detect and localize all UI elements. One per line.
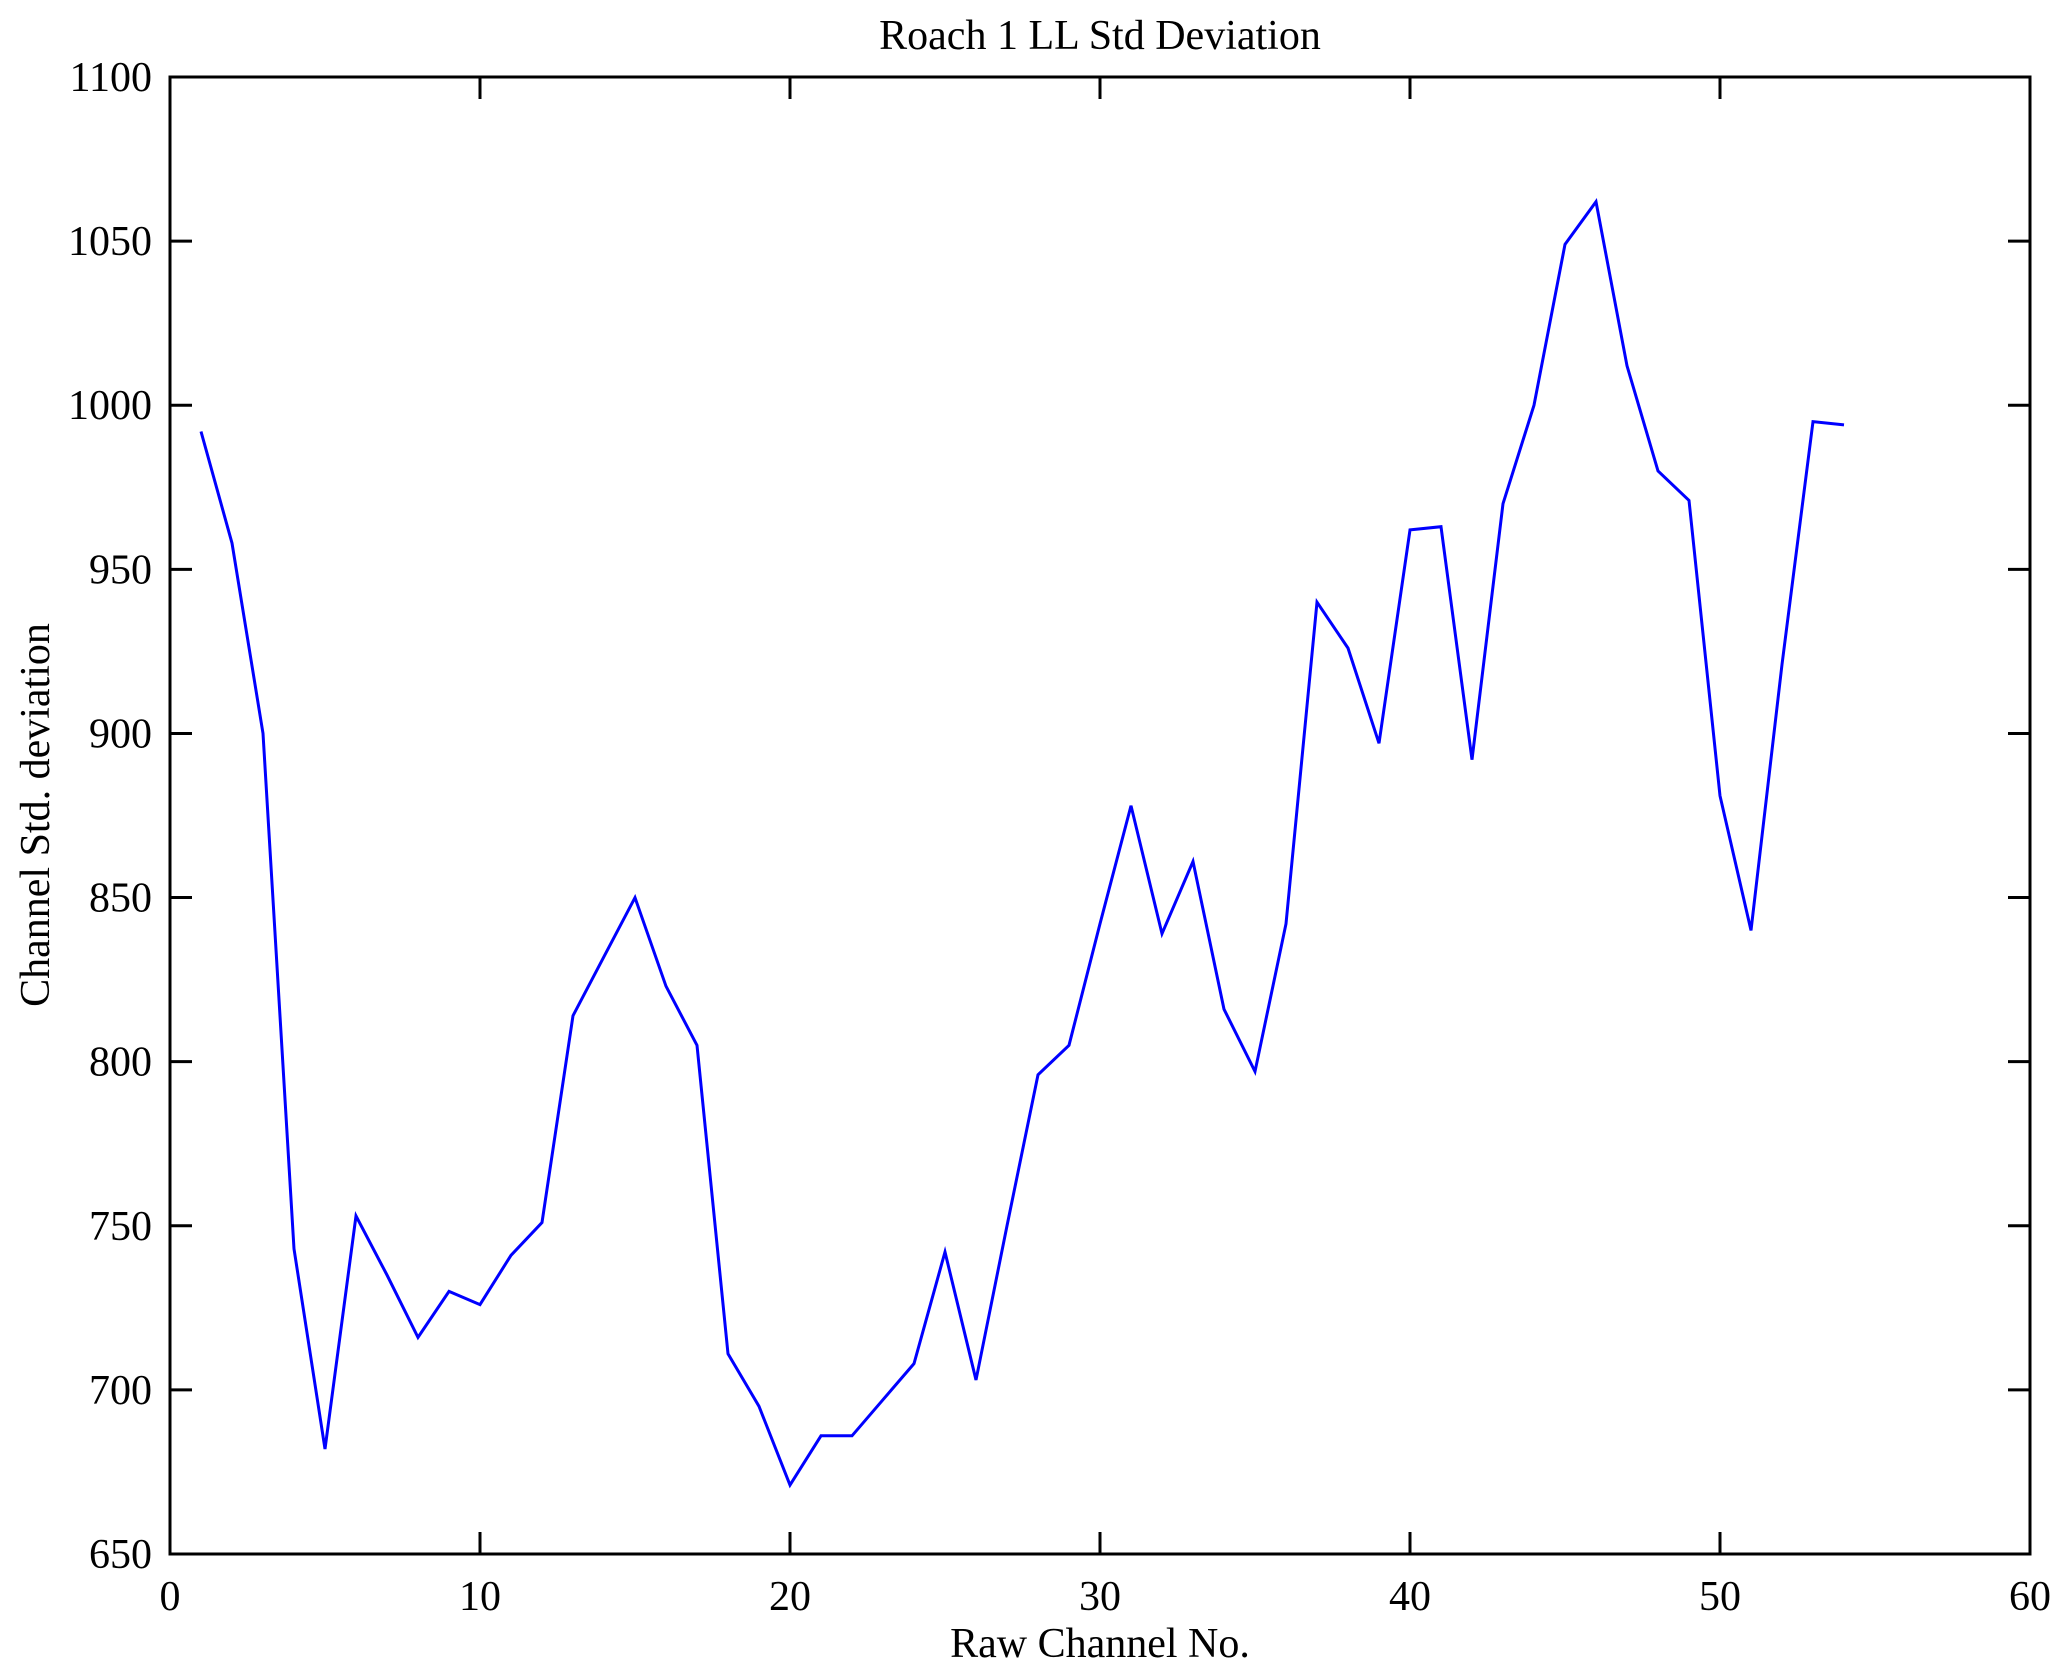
x-axis-label: Raw Channel No. xyxy=(950,1621,1250,1667)
x-tick-label: 60 xyxy=(2009,1574,2051,1620)
y-tick-label: 700 xyxy=(89,1368,152,1414)
x-tick-label: 40 xyxy=(1389,1574,1431,1620)
x-tick-label: 10 xyxy=(459,1574,501,1620)
data-series-line xyxy=(199,198,1845,1489)
x-tick-label: 30 xyxy=(1079,1574,1121,1620)
y-tick-label: 1050 xyxy=(68,219,152,265)
y-tick-label: 650 xyxy=(89,1532,152,1578)
x-tick-label: 20 xyxy=(769,1574,811,1620)
y-tick-label: 850 xyxy=(89,876,152,922)
y-axis-label: Channel Std. deviation xyxy=(13,623,59,1007)
y-tick-label: 750 xyxy=(89,1204,152,1250)
plot-box xyxy=(168,75,2032,1556)
chart-title: Roach 1 LL Std Deviation xyxy=(879,13,1321,59)
x-tick-label: 50 xyxy=(1699,1574,1741,1620)
y-tick-label: 800 xyxy=(89,1040,152,1086)
y-tick-label: 950 xyxy=(89,547,152,593)
y-tick-label: 900 xyxy=(89,711,152,757)
y-tick-label: 1100 xyxy=(70,55,152,101)
x-tick-label: 0 xyxy=(160,1574,181,1620)
y-tick-label: 1000 xyxy=(68,383,152,429)
